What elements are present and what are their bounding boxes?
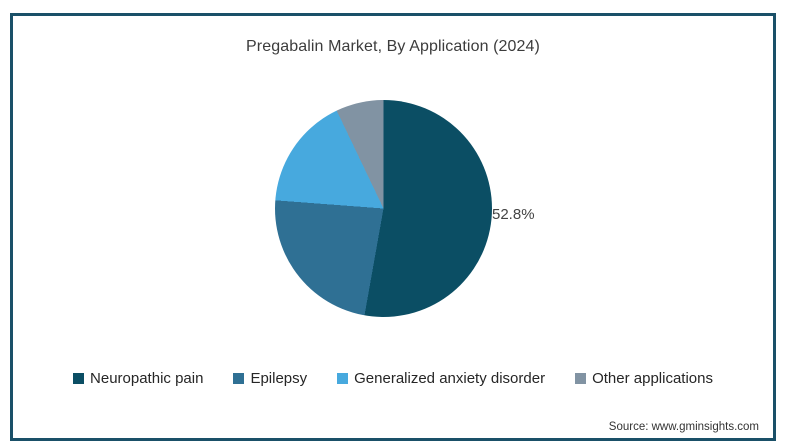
- legend-label-neuropathic-pain: Neuropathic pain: [90, 370, 204, 387]
- legend-label-generalized-anxiety-disorder: Generalized anxiety disorder: [354, 370, 546, 387]
- legend-label-other-applications: Other applications: [592, 370, 713, 387]
- legend-swatch-epilepsy: [233, 373, 245, 384]
- legend-item-neuropathic-pain: Neuropathic pain: [73, 370, 203, 387]
- legend: Neuropathic pain Epilepsy Generalized anxi…: [13, 370, 773, 387]
- legend-swatch-other-applications: [575, 373, 587, 384]
- legend-item-generalized-anxiety-disorder: Generalized anxiety disorder: [337, 370, 545, 387]
- pie-data-label-neuropathic-pain: 52.8%: [492, 206, 535, 223]
- pie-chart: [275, 100, 492, 317]
- legend-swatch-generalized-anxiety-disorder: [337, 373, 349, 384]
- chart-title: Pregabalin Market, By Application (2024): [246, 38, 540, 55]
- legend-label-epilepsy: Epilepsy: [250, 370, 308, 387]
- legend-swatch-neuropathic-pain: [73, 373, 85, 384]
- legend-item-other-applications: Other applications: [575, 370, 713, 387]
- legend-item-epilepsy: Epilepsy: [233, 370, 307, 387]
- chart-frame: Pregabalin Market, By Application (2024)…: [10, 13, 776, 441]
- source-attribution: Source: www.gminsights.com: [608, 421, 759, 433]
